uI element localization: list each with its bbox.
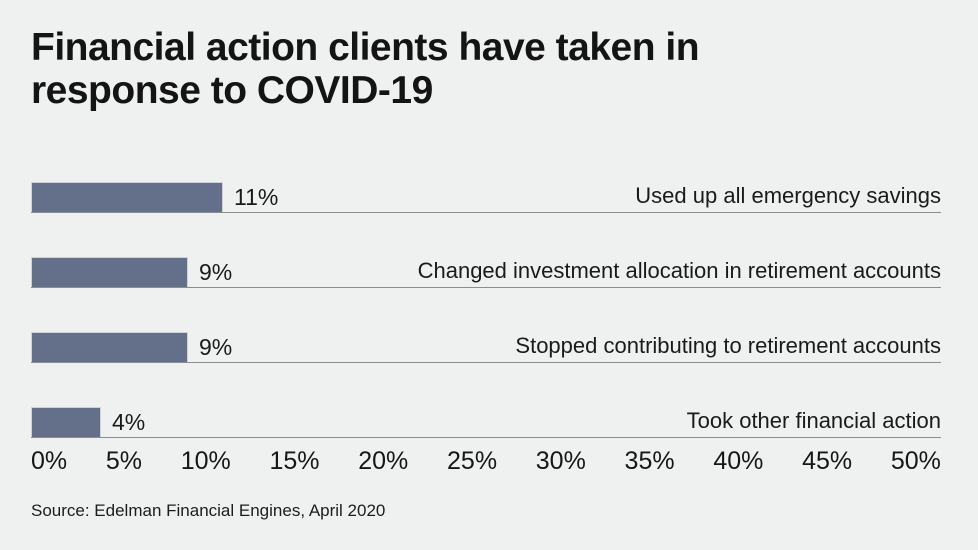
bar: [31, 407, 101, 437]
category-label: Used up all emergency savings: [635, 183, 941, 208]
x-axis-tick: 20%: [358, 447, 409, 475]
source-note: Source: Edelman Financial Engines, April…: [31, 501, 386, 520]
bar: [31, 332, 188, 362]
category-label: Stopped contributing to retirement accou…: [515, 333, 941, 358]
category-label: Took other financial action: [686, 408, 941, 433]
x-axis-tick: 25%: [447, 447, 498, 475]
bar-chart: 11% Used up all emergency savings 9% Change…: [31, 138, 941, 476]
x-axis-tick: 30%: [535, 447, 586, 475]
chart-row: 11% Used up all emergency savings: [31, 138, 941, 213]
page-title-line2: response to COVID-19: [31, 68, 433, 112]
x-axis-tick: 50%: [890, 447, 941, 475]
x-axis-tick: 0%: [31, 447, 68, 475]
chart-row: 9% Stopped contributing to retirement acc…: [31, 288, 941, 363]
x-axis: 0% 5% 10% 15% 20% 25% 30% 35% 40% 45% 50%: [31, 438, 941, 476]
x-axis-tick: 35%: [624, 447, 675, 475]
chart-rows: 11% Used up all emergency savings 9% Change…: [31, 138, 941, 438]
bar: [31, 257, 188, 287]
bar-value-label: 11%: [234, 184, 279, 210]
x-axis-tick: 40%: [713, 447, 764, 475]
bar-value-label: 4%: [112, 409, 146, 435]
x-axis-tick: 15%: [269, 447, 320, 475]
category-label: Changed investment allocation in retirem…: [417, 258, 941, 283]
x-axis-tick: 10%: [180, 447, 231, 475]
bar-value-label: 9%: [199, 259, 233, 285]
x-axis-tick: 5%: [105, 447, 142, 475]
chart-row: 4% Took other financial action: [31, 363, 941, 438]
page-title-line1: Financial action clients have taken in: [31, 26, 700, 69]
chart-row: 9% Changed investment allocation in retir…: [31, 213, 941, 288]
x-axis-tick: 45%: [802, 447, 853, 475]
bar-value-label: 9%: [199, 334, 233, 360]
page-title: Financial action clients have taken in r…: [31, 26, 700, 113]
bar: [31, 182, 223, 212]
